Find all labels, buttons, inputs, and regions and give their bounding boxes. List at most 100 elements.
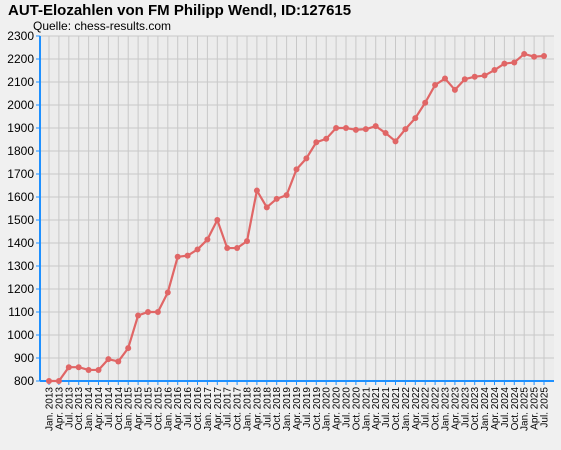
x-tick-label: Oct. 2023 (470, 387, 481, 431)
y-tick-label: 1600 (7, 190, 34, 204)
series-layer (46, 50, 547, 384)
y-tick-label: 2100 (7, 75, 34, 89)
data-point (432, 81, 439, 88)
x-tick-label: Jan. 2018 (243, 387, 254, 431)
x-tick-label: Oct. 2015 (153, 387, 164, 431)
x-tick-label: Apr. 2021 (371, 387, 382, 430)
data-point (303, 155, 310, 162)
data-point (402, 126, 409, 133)
data-point (214, 217, 221, 223)
data-point (253, 187, 260, 194)
data-point (244, 238, 250, 245)
x-tick-label: Jan. 2017 (203, 387, 214, 431)
data-point (293, 166, 300, 173)
x-tick-label: Jan. 2023 (441, 387, 452, 431)
y-tick-label: 1500 (7, 213, 34, 227)
data-point (154, 309, 161, 315)
x-tick-label: Jul. 2024 (500, 387, 511, 428)
x-tick-label: Jan. 2016 (163, 387, 174, 431)
x-tick-label: Oct. 2024 (510, 387, 521, 431)
data-point (461, 76, 468, 83)
x-tick-label: Jul. 2023 (460, 387, 471, 428)
data-point (521, 50, 528, 57)
data-point (491, 67, 498, 74)
data-point (501, 60, 508, 67)
data-point (85, 366, 92, 373)
data-point (125, 345, 132, 352)
x-tick-label: Jul. 2022 (421, 387, 432, 428)
y-tick-label: 1200 (7, 282, 34, 296)
y-axis-ticks: 800 900 1000 1100 1200 1300 1400 1500 1600 1700 18… (7, 29, 40, 388)
data-point (75, 364, 82, 371)
data-point (343, 125, 349, 131)
data-point (273, 195, 280, 202)
y-tick-label: 1900 (7, 121, 34, 135)
data-point (422, 99, 429, 106)
data-point (115, 358, 122, 365)
x-tick-label: Jan. 2014 (84, 387, 95, 431)
x-tick-label: Jul. 2015 (144, 387, 155, 428)
y-tick-label: 1000 (7, 328, 34, 342)
data-point (442, 75, 448, 82)
data-point (313, 139, 320, 146)
data-point (541, 53, 547, 60)
data-point (352, 126, 359, 133)
data-point (184, 252, 191, 259)
data-point (174, 253, 181, 260)
x-tick-label: Apr. 2014 (94, 387, 105, 430)
x-tick-label: Oct. 2020 (351, 387, 362, 431)
x-tick-label: Oct. 2022 (431, 387, 442, 431)
x-tick-label: Jul. 2025 (540, 387, 551, 428)
y-tick-label: 2300 (7, 29, 34, 43)
data-point (333, 125, 340, 131)
data-point (481, 72, 488, 79)
data-point (263, 204, 270, 211)
y-tick-label: 800 (14, 374, 34, 388)
y-tick-label: 1300 (7, 259, 34, 273)
y-tick-label: 1400 (7, 236, 34, 250)
x-tick-label: Apr. 2018 (252, 387, 263, 430)
x-tick-label: Oct. 2016 (193, 387, 204, 431)
x-tick-label: Oct. 2019 (312, 387, 323, 431)
data-point (372, 123, 379, 130)
x-tick-label: Oct. 2013 (74, 387, 85, 431)
x-tick-label: Oct. 2014 (114, 387, 125, 431)
x-tick-label: Jan. 2019 (282, 387, 293, 431)
data-point (145, 309, 151, 315)
x-tick-label: Apr. 2025 (530, 387, 541, 430)
y-tick-label: 2000 (7, 98, 34, 112)
data-point (323, 135, 330, 142)
x-tick-label: Apr. 2020 (332, 387, 343, 430)
x-tick-label: Jan. 2015 (124, 387, 135, 431)
grid-lines (40, 35, 554, 382)
data-point (362, 126, 369, 133)
data-point (164, 289, 171, 296)
x-tick-label: Oct. 2017 (233, 387, 244, 431)
chart-subtitle: Quelle: chess-results.com (33, 19, 172, 33)
x-tick-label: Apr. 2017 (213, 387, 224, 430)
data-point (55, 378, 62, 384)
chart-title: AUT-Elozahlen von FM Philipp Wendl, ID:1… (8, 2, 352, 19)
x-tick-label: Jul. 2021 (381, 387, 392, 428)
x-tick-label: Oct. 2021 (391, 387, 402, 431)
x-tick-label: Oct. 2018 (272, 387, 283, 431)
data-point (65, 364, 72, 371)
x-tick-label: Apr. 2019 (292, 387, 303, 430)
x-tick-label: Jan. 2020 (322, 387, 333, 431)
x-tick-label: Jan. 2022 (401, 387, 412, 431)
x-tick-label: Apr. 2024 (490, 387, 501, 430)
data-point (392, 138, 399, 145)
x-tick-label: Jan. 2024 (480, 387, 491, 431)
data-point (511, 59, 518, 66)
x-tick-label: Jan. 2025 (520, 387, 531, 431)
data-point (105, 356, 112, 363)
y-tick-label: 1800 (7, 144, 34, 158)
data-point (204, 236, 211, 243)
x-tick-label: Jul. 2017 (223, 387, 234, 428)
data-point (382, 130, 389, 137)
y-tick-label: 2200 (7, 52, 34, 66)
x-tick-label: Jul. 2013 (64, 387, 75, 428)
x-tick-label: Jul. 2016 (183, 387, 194, 428)
data-point (531, 53, 538, 60)
